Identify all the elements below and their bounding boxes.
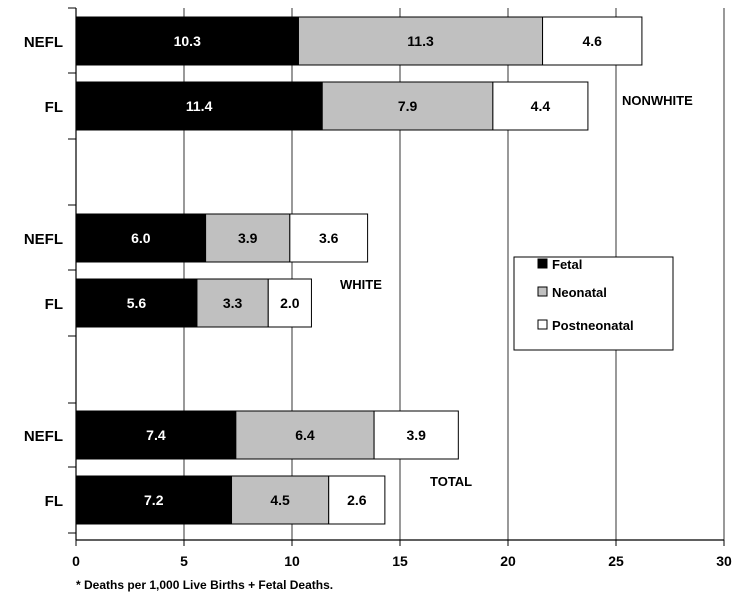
bar-segment-neonatal (196, 278, 269, 328)
bar-value-label: 7.4 (146, 427, 166, 443)
legend-swatch (537, 319, 548, 330)
row-label: FL (45, 296, 63, 313)
bar-value-label: 7.9 (398, 98, 418, 114)
legend-label: Neonatal (552, 285, 607, 300)
bar-value-label: 11.3 (407, 33, 434, 49)
group-label: TOTAL (430, 474, 472, 489)
legend-label: Fetal (552, 257, 582, 272)
row-label: FL (45, 493, 63, 510)
x-tick-label: 30 (716, 553, 732, 569)
bar-value-label: 4.6 (583, 33, 603, 49)
x-tick-label: 15 (392, 553, 408, 569)
legend-box (513, 256, 674, 351)
legend: Fetal Neonatal Postneonatal (513, 256, 674, 351)
axes (68, 7, 725, 546)
bar-value-label: 7.2 (144, 492, 164, 508)
legend-swatch (537, 258, 548, 269)
bar-value-label: 5.6 (127, 295, 147, 311)
bar-value-label: 3.3 (223, 295, 243, 311)
legend-swatch (537, 286, 548, 297)
bar-segment-fetal (75, 213, 207, 263)
row-label: NEFL (24, 34, 63, 51)
bar-value-label: 3.9 (238, 230, 258, 246)
bars (75, 16, 643, 525)
bar-segment-fetal (75, 16, 299, 66)
bar-segment-neonatal (321, 81, 494, 131)
bar-segment-neonatal (231, 475, 330, 525)
bar-value-label: 2.6 (347, 492, 367, 508)
group-label: WHITE (340, 277, 382, 292)
bar-value-label: 2.0 (280, 295, 300, 311)
bar-segment-fetal (75, 81, 323, 131)
x-tick-labels: 0 5 10 15 20 25 30 (72, 553, 732, 569)
x-tick-label: 10 (284, 553, 300, 569)
bar-value-label: 3.9 (406, 427, 426, 443)
bar-value-label: 10.3 (174, 33, 201, 49)
footnote: * Deaths per 1,000 Live Births + Fetal D… (76, 578, 333, 592)
bar-value-label: 6.0 (131, 230, 151, 246)
x-tick-label: 5 (180, 553, 188, 569)
bar-segment-postneonatal (373, 410, 459, 460)
group-labels: NONWHITE WHITE TOTAL (340, 93, 693, 489)
group-label: NONWHITE (622, 93, 693, 108)
bar-segment-neonatal (205, 213, 291, 263)
row-labels: NEFL FL NEFL FL NEFL FL (24, 34, 63, 510)
bar-labels: 10.3 11.3 4.6 11.4 7.9 4.4 6.0 3.9 3.6 5.6 3.3 2.0 7… (127, 33, 602, 508)
row-label: FL (45, 99, 63, 116)
x-tick-label: 0 (72, 553, 80, 569)
legend-label: Postneonatal (552, 318, 634, 333)
bar-segment-postneonatal (267, 278, 312, 328)
bar-value-label: 3.6 (319, 230, 339, 246)
bar-segment-postneonatal (328, 475, 386, 525)
bar-value-label: 4.5 (270, 492, 290, 508)
bar-value-label: 11.4 (186, 98, 213, 114)
bar-segment-neonatal (235, 410, 375, 460)
bar-segment-postneonatal (492, 81, 589, 131)
bar-segment-postneonatal (542, 16, 643, 66)
bar-segment-fetal (75, 410, 237, 460)
row-label: NEFL (24, 231, 63, 248)
x-tick-label: 25 (608, 553, 624, 569)
x-tick-label: 20 (500, 553, 516, 569)
bar-value-label: 6.4 (295, 427, 315, 443)
row-label: NEFL (24, 428, 63, 445)
bar-segment-postneonatal (289, 213, 369, 263)
bar-segment-fetal (75, 278, 198, 328)
bar-value-label: 4.4 (531, 98, 551, 114)
